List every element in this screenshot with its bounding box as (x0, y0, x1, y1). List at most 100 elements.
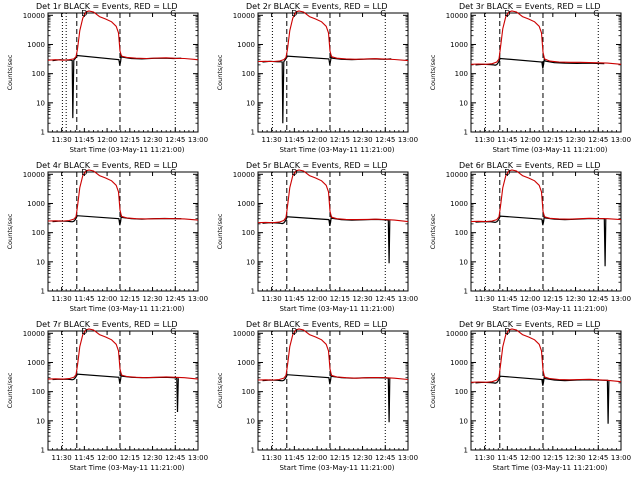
x-tick-label: 11:45 (74, 454, 94, 462)
y-tick-label: 100 (242, 229, 255, 237)
x-axis-label: Start Time (03-May-11 11:21:00) (69, 305, 184, 313)
chart-title: Det 5r BLACK = Events, RED = LLD (246, 161, 388, 170)
x-axis-label: Start Time (03-May-11 11:21:00) (279, 464, 394, 472)
series-line-lld (47, 10, 199, 61)
x-tick-label: 11:30 (52, 454, 72, 462)
series-line-lld (257, 10, 409, 63)
x-tick-label: 12:30 (142, 136, 162, 144)
marker-label: D (81, 9, 87, 18)
marker-label: C (593, 327, 599, 336)
y-tick-label: 10 (459, 417, 468, 425)
y-tick-label: 1 (464, 129, 468, 137)
marker-label: C (380, 9, 386, 18)
series-line-events (262, 53, 392, 124)
y-tick-label: 1000 (237, 359, 255, 367)
x-tick-label: 12:15 (330, 136, 350, 144)
chart-title: Det 4r BLACK = Events, RED = LLD (36, 161, 178, 170)
series-line-lld (257, 328, 409, 381)
y-tick-label: 100 (455, 70, 468, 78)
marker-label: C (380, 327, 386, 336)
plot-frame (47, 12, 199, 133)
y-tick-label: 10000 (23, 171, 45, 179)
plot-frame (470, 171, 622, 292)
series-line-events (52, 371, 179, 413)
y-tick-label: 10 (459, 258, 468, 266)
x-tick-label: 12:45 (375, 454, 395, 462)
chart-panel: Det 9r BLACK = Events, RED = LLD Counts/s… (429, 320, 631, 472)
chart-title: Det 2r BLACK = Events, RED = LLD (246, 2, 388, 11)
plot-frame (47, 330, 199, 451)
marker-label: D (291, 9, 297, 18)
x-tick-label: 11:45 (284, 454, 304, 462)
chart-panel: Det 2r BLACK = Events, RED = LLD Counts/s… (216, 2, 418, 154)
x-tick-label: 12:00 (520, 295, 540, 303)
x-tick-label: 13:00 (398, 295, 418, 303)
y-tick-label: 10 (36, 417, 45, 425)
x-tick-label: 12:00 (307, 454, 327, 462)
marker-label: C (380, 168, 386, 177)
y-tick-label: 1 (41, 129, 45, 137)
y-axis-label: Counts/sec (6, 213, 14, 249)
x-tick-label: 12:30 (142, 295, 162, 303)
y-tick-label: 100 (242, 388, 255, 396)
series-line-events (52, 53, 182, 119)
x-tick-label: 12:15 (543, 136, 563, 144)
y-axis-label: Counts/sec (216, 372, 224, 408)
x-tick-label: 11:45 (74, 136, 94, 144)
y-tick-label: 100 (455, 388, 468, 396)
y-tick-label: 1 (251, 129, 255, 137)
marker-label: C (593, 168, 599, 177)
y-tick-label: 10 (36, 258, 45, 266)
x-tick-label: 12:30 (565, 295, 585, 303)
x-tick-label: 13:00 (611, 295, 631, 303)
x-tick-label: 11:30 (475, 295, 495, 303)
x-axis-label: Start Time (03-May-11 11:21:00) (279, 146, 394, 154)
x-tick-label: 11:45 (497, 136, 517, 144)
x-tick-label: 12:15 (120, 295, 140, 303)
x-tick-label: 12:45 (165, 454, 185, 462)
plot-frame (470, 330, 622, 451)
series-line-events (475, 214, 607, 267)
chart-panel: Det 6r BLACK = Events, RED = LLD Counts/s… (429, 161, 631, 313)
y-axis-label: Counts/sec (216, 213, 224, 249)
y-axis-label: Counts/sec (429, 372, 437, 408)
y-axis-label: Counts/sec (6, 54, 14, 90)
marker-label: C (170, 327, 176, 336)
chart-panel: Det 3r BLACK = Events, RED = LLD Counts/s… (429, 2, 631, 154)
y-tick-label: 100 (32, 229, 45, 237)
y-tick-label: 10000 (233, 171, 255, 179)
x-tick-label: 12:30 (565, 136, 585, 144)
x-axis-label: Start Time (03-May-11 11:21:00) (69, 464, 184, 472)
y-tick-label: 1000 (27, 41, 45, 49)
x-tick-label: 13:00 (611, 136, 631, 144)
marker-label: D (504, 9, 510, 18)
x-tick-label: 13:00 (398, 136, 418, 144)
y-tick-label: 1 (251, 447, 255, 455)
marker-label: D (291, 168, 297, 177)
y-tick-label: 1 (41, 288, 45, 296)
x-tick-label: 11:45 (74, 295, 94, 303)
x-tick-label: 12:00 (97, 454, 117, 462)
y-tick-label: 1 (41, 447, 45, 455)
y-tick-label: 10000 (233, 330, 255, 338)
x-tick-label: 11:45 (497, 454, 517, 462)
series-line-events (262, 214, 391, 264)
x-tick-label: 11:30 (262, 295, 282, 303)
y-tick-label: 10 (246, 258, 255, 266)
chart-title: Det 1r BLACK = Events, RED = LLD (36, 2, 178, 11)
y-axis-label: Counts/sec (429, 54, 437, 90)
x-tick-label: 12:00 (97, 136, 117, 144)
series-line-lld (47, 169, 199, 222)
plot-frame (47, 171, 199, 292)
x-tick-label: 12:30 (142, 454, 162, 462)
y-tick-label: 1000 (237, 41, 255, 49)
marker-label: C (593, 9, 599, 18)
y-tick-label: 10 (36, 99, 45, 107)
y-tick-label: 1 (464, 447, 468, 455)
series-line-events (475, 56, 605, 69)
x-tick-label: 13:00 (188, 295, 208, 303)
x-tick-label: 11:30 (52, 136, 72, 144)
y-tick-label: 1000 (450, 41, 468, 49)
x-tick-label: 11:30 (262, 136, 282, 144)
